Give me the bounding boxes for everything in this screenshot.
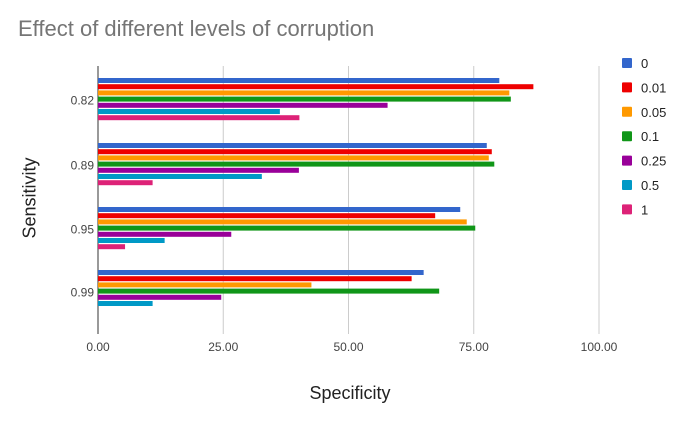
bar [98,84,534,90]
bar [98,90,510,96]
legend-label: 0.01 [641,80,666,95]
chart-title: Effect of different levels of corruption [18,16,375,41]
y-tick-label: 0.95 [71,223,95,237]
legend-swatch [622,204,632,215]
x-tick-label: 50.00 [333,340,363,354]
x-tick-label: 25.00 [208,340,238,354]
x-tick-label: 0.00 [86,340,110,354]
bar [98,288,440,294]
bar [98,102,388,108]
bar [98,276,412,282]
bar [98,109,280,114]
x-axis-title: Specificity [309,383,391,403]
legend-label: 0.25 [641,154,666,169]
legend-swatch [622,58,632,68]
bar [98,174,262,179]
bar [98,180,153,186]
legend-label: 0 [641,56,648,71]
y-tick-label: 0.89 [71,159,95,173]
bar [98,282,312,288]
bar [98,115,300,121]
bar [98,149,492,155]
bar [98,225,476,231]
bar [98,270,424,275]
legend-label: 0.1 [641,129,659,144]
bar [98,301,153,306]
bar [98,207,461,212]
bar [98,231,232,237]
bar [98,213,436,219]
legend-swatch [622,131,632,142]
bar [98,167,299,173]
legend-label: 0.05 [641,105,666,120]
x-tick-label: 100.00 [581,340,618,354]
legend-swatch [622,82,632,93]
x-tick-label: 75.00 [459,340,489,354]
bar [98,143,487,148]
legend-label: 0.5 [641,178,659,193]
legend-label: 1 [641,202,648,217]
y-tick-label: 0.99 [71,286,95,300]
y-tick-label: 0.82 [71,94,95,108]
bar [98,96,511,102]
legend-swatch [622,155,632,166]
bar [98,294,222,300]
bar [98,238,165,243]
bar [98,244,126,250]
bar [98,219,467,225]
bar [98,78,500,83]
legend-swatch [622,180,632,190]
legend-swatch [622,106,632,117]
bar [98,155,489,161]
bar [98,161,495,167]
